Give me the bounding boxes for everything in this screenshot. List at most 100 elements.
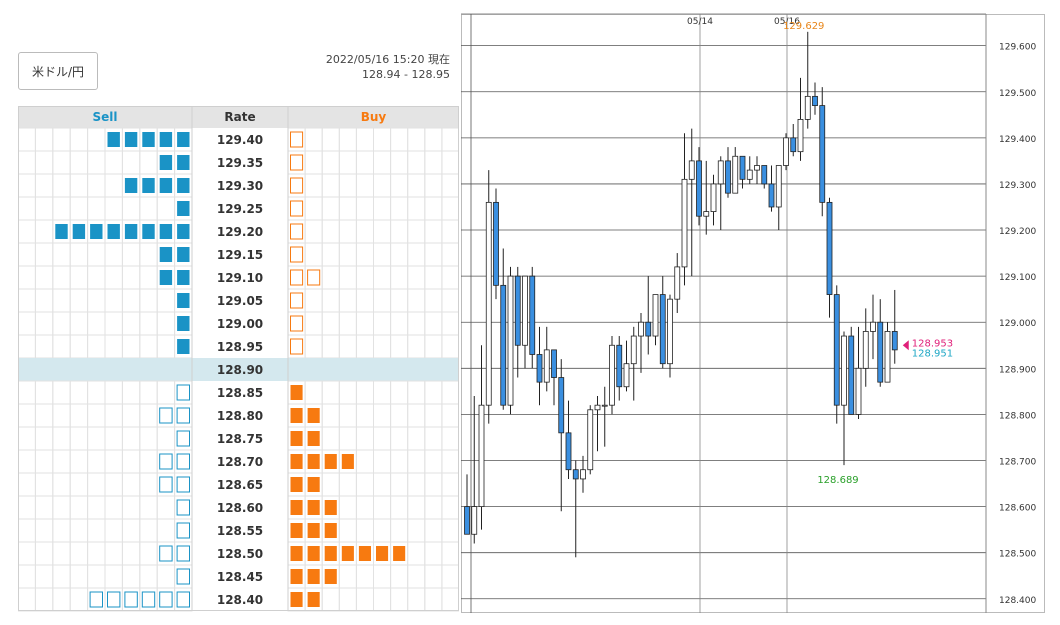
candle (674, 253, 681, 313)
rate-header: Rate (224, 110, 255, 124)
candle-body (826, 201, 833, 295)
candle-body (667, 298, 673, 365)
buy-order-outline (290, 338, 304, 355)
y-tick-label: 129.000 (999, 319, 1036, 329)
candle (478, 345, 485, 530)
candle (732, 147, 739, 194)
buy-order-block (290, 523, 303, 538)
currency-pair-button[interactable]: 米ドル/円 (18, 52, 98, 90)
y-tick-label: 128.900 (999, 365, 1036, 375)
candle (623, 340, 630, 392)
candle-body (725, 160, 731, 194)
buy-order-block (307, 500, 320, 515)
buy-order-block (393, 546, 406, 561)
candle-body (703, 211, 710, 217)
candle-body (601, 404, 608, 407)
candle-body (507, 275, 514, 406)
candle-body (717, 160, 724, 185)
sell-order-outline (124, 591, 138, 608)
order-book-row: 128.70 (18, 449, 459, 474)
candle-body (732, 155, 739, 194)
candle-body (783, 137, 789, 166)
candle-body (558, 377, 565, 434)
buy-order-outline (290, 177, 304, 194)
order-book-row: 129.20 (18, 219, 459, 244)
candle-body (891, 331, 898, 351)
buy-order-block (307, 431, 320, 446)
candle (754, 156, 760, 184)
sell-order-outline (176, 568, 191, 585)
candle (717, 156, 724, 231)
y-tick-label: 129.600 (999, 43, 1036, 53)
sell-order-block (177, 155, 190, 170)
candle (630, 326, 637, 401)
sell-order-block (159, 132, 173, 147)
candle (833, 285, 840, 424)
order-book-row: 129.15 (18, 242, 459, 267)
candle-body (674, 266, 681, 300)
buy-order-outline (290, 131, 304, 148)
candle-body (790, 137, 797, 153)
candle-body (565, 432, 572, 471)
x-date-label: 05/16 (774, 17, 800, 27)
rate-cell: 128.40 (217, 593, 263, 607)
order-book-row: 128.95 (18, 334, 459, 359)
sell-order-block (107, 224, 120, 239)
candle (725, 147, 731, 198)
buy-order-block (290, 477, 303, 492)
sell-order-block (159, 247, 173, 262)
sell-order-block (124, 178, 138, 193)
candle-body (623, 363, 630, 388)
sell-order-block (177, 224, 190, 239)
buy-order-block (307, 454, 320, 469)
candle (529, 266, 536, 369)
candle (507, 266, 514, 415)
sell-order-outline (159, 407, 173, 424)
candle-body (768, 183, 775, 208)
rate-cell: 128.70 (217, 455, 263, 469)
sell-order-block (177, 247, 190, 262)
candle-body (804, 95, 811, 120)
y-tick-label: 129.500 (999, 89, 1036, 99)
candle-body (485, 201, 492, 406)
candle (652, 294, 659, 346)
candle-body (775, 165, 782, 208)
candle-body (471, 506, 478, 535)
sell-order-outline (176, 430, 191, 447)
candle-body (652, 294, 659, 337)
sell-order-outline (176, 453, 191, 470)
rate-cell: 128.80 (217, 409, 263, 423)
order-book-row: 129.00 (18, 311, 459, 336)
sell-order-outline (89, 591, 103, 608)
rate-cell: 129.05 (217, 294, 263, 308)
candle-body (587, 409, 594, 471)
sell-order-outline (176, 476, 191, 493)
candle (746, 156, 753, 184)
rate-cell: 128.90 (217, 363, 263, 377)
sell-order-outline (159, 476, 173, 493)
y-tick-label: 128.500 (999, 550, 1036, 560)
buy-order-block (290, 546, 303, 561)
candle (841, 331, 847, 466)
candle (870, 294, 876, 360)
buy-order-block (307, 408, 320, 423)
buy-order-block (290, 431, 303, 446)
y-grid: 129.600 129.500 129.400 129.300 129.200 129.1… (461, 43, 1036, 606)
candle-body (616, 344, 623, 388)
sell-order-outline (176, 545, 191, 562)
candle-body (746, 169, 753, 180)
rate-cell: 128.50 (217, 547, 263, 561)
sell-order-block (124, 224, 138, 239)
buy-order-block (324, 569, 337, 584)
candle-body (543, 349, 550, 383)
candlestick-chart: 129.600 129.500 129.400 129.300 129.200 129.1… (461, 13, 1045, 613)
candle (464, 474, 470, 535)
candle-body (493, 201, 499, 286)
sell-order-outline (176, 384, 191, 401)
order-book-row: 128.45 (18, 564, 459, 589)
y-tick-label: 129.200 (999, 227, 1036, 237)
buy-order-outline (290, 154, 304, 171)
buy-order-outline (290, 200, 304, 217)
rate-cell: 129.10 (217, 271, 263, 285)
sell-order-block (55, 224, 68, 239)
